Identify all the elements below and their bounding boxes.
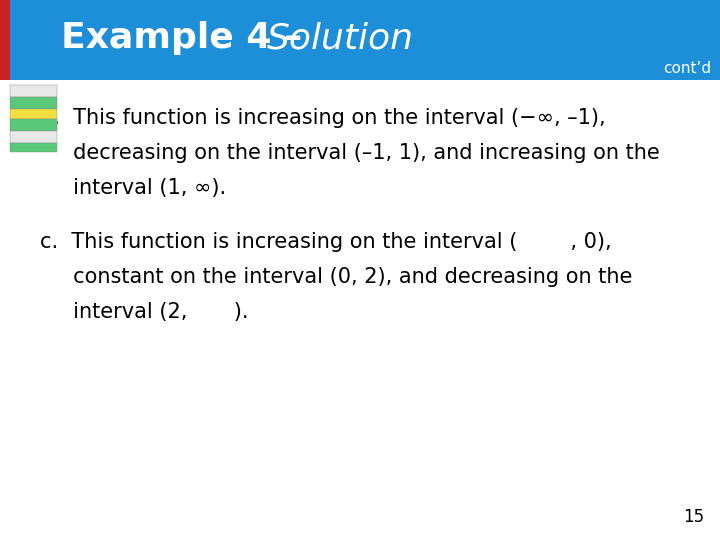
Text: interval (1, ∞).: interval (1, ∞). — [40, 178, 226, 198]
Bar — [10, 143, 57, 152]
Bar — [10, 97, 57, 109]
Text: constant on the interval (0, 2), and decreasing on the: constant on the interval (0, 2), and dec… — [40, 267, 632, 287]
Text: cont’d: cont’d — [663, 60, 711, 76]
Text: b.  This function is increasing on the interval (−∞, –1),: b. This function is increasing on the in… — [40, 108, 606, 128]
Bar — [10, 131, 57, 143]
Text: c.  This function is increasing on the interval (        , 0),: c. This function is increasing on the in… — [40, 232, 611, 252]
Bar — [0, 0, 720, 80]
Text: Solution: Solution — [266, 22, 413, 56]
Bar — [10, 109, 57, 119]
Bar — [10, 119, 57, 131]
Text: interval (2,       ).: interval (2, ). — [40, 302, 248, 322]
Bar — [0, 0, 10, 80]
Bar — [10, 85, 57, 97]
Text: 15: 15 — [683, 509, 704, 526]
Text: decreasing on the interval (–1, 1), and increasing on the: decreasing on the interval (–1, 1), and … — [40, 143, 660, 163]
Text: Example 4 –: Example 4 – — [61, 22, 315, 56]
